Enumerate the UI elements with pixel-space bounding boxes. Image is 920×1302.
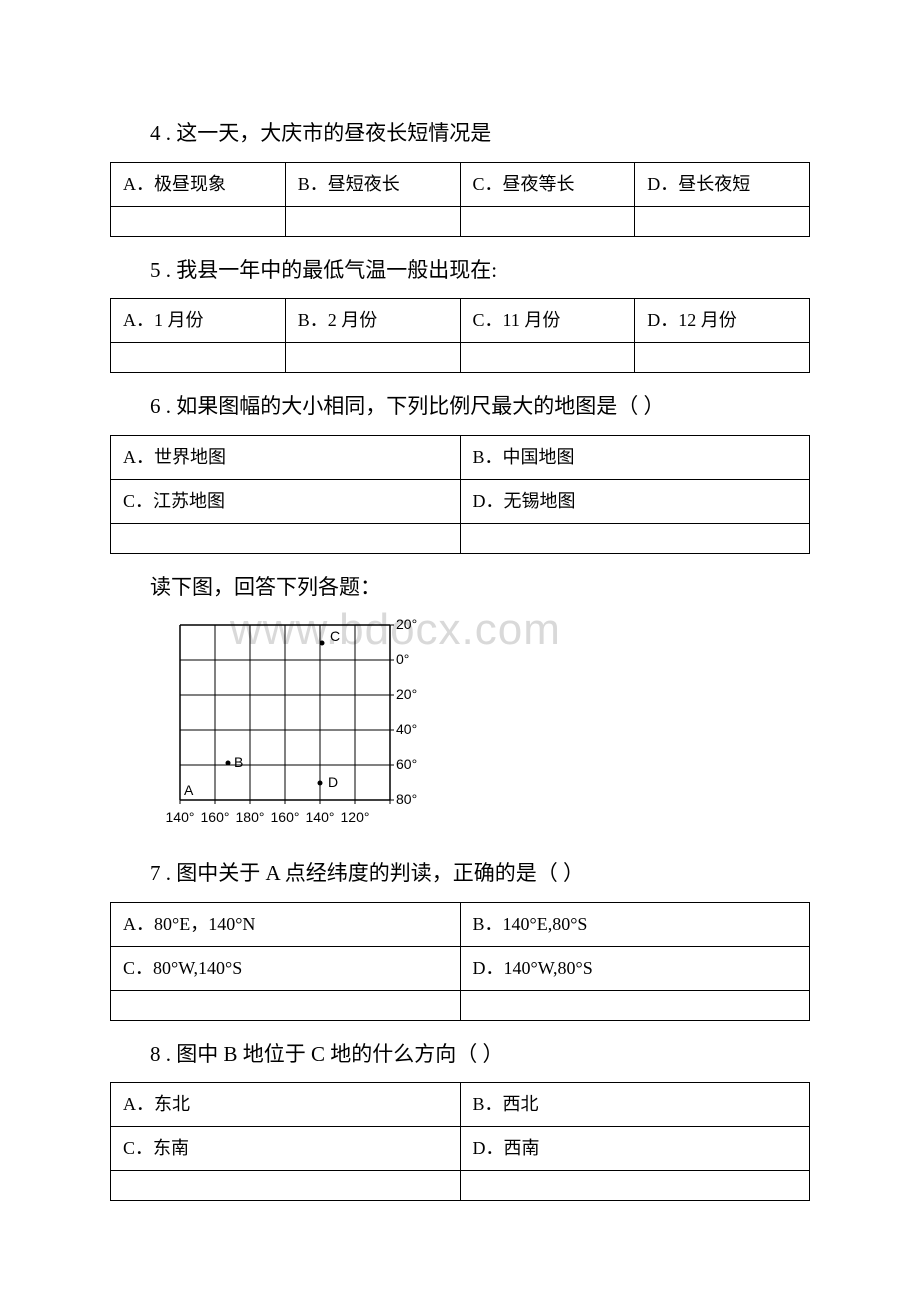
q5-opt-b: B．2 月份 [285, 299, 460, 343]
q8-opt-c: C．东南 [111, 1127, 461, 1171]
question-7: 7 . 图中关于 A 点经纬度的判读，正确的是（ ） [150, 858, 810, 890]
q4-opt-b: B．昼短夜长 [285, 162, 460, 206]
diagram-intro: 读下图，回答下列各题： [150, 572, 810, 604]
svg-text:140°: 140° [306, 809, 335, 825]
q5-opt-d: D．12 月份 [635, 299, 810, 343]
svg-text:40°: 40° [396, 721, 417, 737]
question-4: 4 . 这一天，大庆市的昼夜长短情况是 [150, 118, 810, 150]
q4-opt-c: C．昼夜等长 [460, 162, 635, 206]
q6-options-table: A．世界地图 B．中国地图 C．江苏地图 D．无锡地图 [110, 435, 810, 554]
svg-text:140°: 140° [166, 809, 195, 825]
q5-opt-a: A．1 月份 [111, 299, 286, 343]
q4-options-table: A．极昼现象 B．昼短夜长 C．昼夜等长 D．昼长夜短 [110, 162, 810, 237]
q8-options-table: A．东北 B．西北 C．东南 D．西南 [110, 1082, 810, 1201]
lat-lon-diagram: 20° 0° 20° 40° 60° 80° 140° 160° 180° 160° 140° 120… [150, 615, 810, 840]
q6-opt-d: D．无锡地图 [460, 479, 810, 523]
q7-options-table: A．80°E，140°N B．140°E,80°S C．80°W,140°S D… [110, 902, 810, 1021]
q7-opt-b: B．140°E,80°S [460, 902, 810, 946]
q7-opt-c: C．80°W,140°S [111, 946, 461, 990]
svg-text:60°: 60° [396, 756, 417, 772]
q5-options-table: A．1 月份 B．2 月份 C．11 月份 D．12 月份 [110, 298, 810, 373]
q5-opt-c: C．11 月份 [460, 299, 635, 343]
svg-text:A: A [184, 782, 194, 798]
q8-opt-a: A．东北 [111, 1083, 461, 1127]
q6-opt-c: C．江苏地图 [111, 479, 461, 523]
svg-text:160°: 160° [271, 809, 300, 825]
q6-opt-a: A．世界地图 [111, 435, 461, 479]
svg-text:20°: 20° [396, 616, 417, 632]
q7-opt-a: A．80°E，140°N [111, 902, 461, 946]
question-6: 6 . 如果图幅的大小相同，下列比例尺最大的地图是（ ） [150, 391, 810, 423]
q4-opt-a: A．极昼现象 [111, 162, 286, 206]
q7-opt-d: D．140°W,80°S [460, 946, 810, 990]
svg-text:180°: 180° [236, 809, 265, 825]
question-8: 8 . 图中 B 地位于 C 地的什么方向（ ） [150, 1039, 810, 1071]
svg-text:0°: 0° [396, 651, 409, 667]
svg-text:120°: 120° [341, 809, 370, 825]
q4-opt-d: D．昼长夜短 [635, 162, 810, 206]
svg-text:80°: 80° [396, 791, 417, 807]
svg-text:20°: 20° [396, 686, 417, 702]
q8-opt-b: B．西北 [460, 1083, 810, 1127]
svg-text:C: C [330, 628, 340, 644]
question-5: 5 . 我县一年中的最低气温一般出现在: [150, 255, 810, 287]
svg-text:D: D [328, 774, 338, 790]
svg-text:160°: 160° [201, 809, 230, 825]
q8-opt-d: D．西南 [460, 1127, 810, 1171]
q6-opt-b: B．中国地图 [460, 435, 810, 479]
svg-text:B: B [234, 754, 243, 770]
